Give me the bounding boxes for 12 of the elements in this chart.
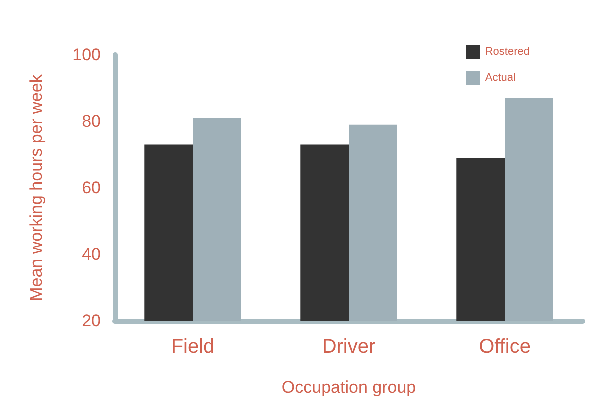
x-tick-label: Office	[479, 336, 531, 358]
x-tick-label: Field	[171, 336, 215, 358]
legend-label: Rostered	[485, 46, 530, 58]
y-tick-label: 100	[72, 46, 101, 64]
y-tick-label: 40	[82, 245, 101, 264]
y-tick-label: 80	[82, 112, 101, 131]
legend-label: Actual	[485, 72, 516, 84]
x-axis-title: Occupation group	[282, 378, 416, 397]
x-tick-label: Driver	[322, 336, 376, 358]
y-axis-title: Mean working hours per week	[27, 74, 46, 302]
y-tick-label: 60	[82, 178, 101, 198]
y-tick-label: 20	[82, 312, 101, 330]
